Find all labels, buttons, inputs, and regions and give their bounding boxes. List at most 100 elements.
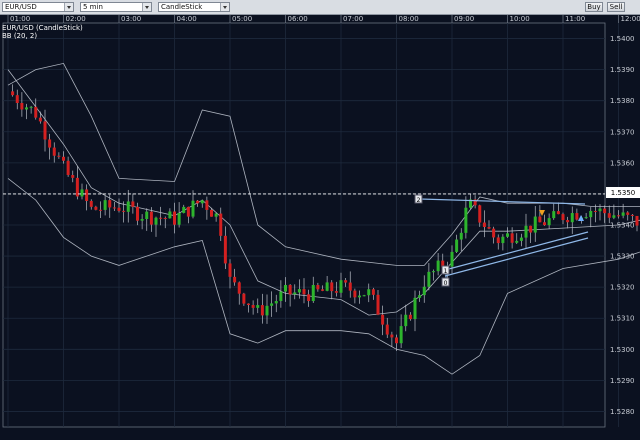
candle-body — [362, 295, 366, 297]
candle-body — [154, 217, 158, 225]
series-legend: EUR/USD (CandleStick) — [2, 24, 83, 32]
candle-body — [274, 301, 278, 304]
candle-body — [163, 217, 167, 219]
candle-body — [108, 200, 112, 208]
candle-body — [307, 294, 311, 302]
candle-body — [136, 206, 139, 221]
candle-body — [464, 207, 468, 233]
candle-body — [339, 280, 343, 293]
candle-body — [575, 213, 579, 220]
chevron-down-icon[interactable] — [142, 3, 151, 11]
candle-body — [196, 200, 200, 204]
candle-body — [80, 189, 84, 197]
candle-body — [149, 211, 153, 225]
candle-body — [38, 117, 42, 122]
candle-body — [34, 106, 38, 118]
x-tick-label: 02:00 — [66, 15, 86, 23]
candle-body — [131, 201, 135, 207]
candle-body — [371, 289, 375, 295]
candle-body — [584, 217, 588, 219]
x-tick-label: 08:00 — [399, 15, 419, 23]
candle-body — [381, 314, 385, 325]
interval-select[interactable]: 5 min — [80, 2, 152, 12]
x-axis: 01:00 02:00 03:00 04:00 05:00 06:00 07:00 08:00… — [7, 14, 640, 23]
candle-body — [547, 218, 551, 226]
candle-body — [330, 282, 334, 292]
candle-body — [11, 91, 15, 96]
candle-body — [450, 251, 454, 267]
candle-body — [297, 289, 301, 293]
buy-button[interactable]: Buy — [585, 2, 603, 12]
upper-trendline[interactable] — [419, 198, 586, 205]
candle-body — [168, 211, 172, 219]
candle-body — [279, 291, 283, 302]
candle-body — [385, 324, 389, 335]
y-tick-label: 1.5320 — [610, 284, 635, 292]
lower-trendline-1[interactable] — [444, 231, 589, 271]
y-tick-label: 1.5340 — [610, 222, 635, 230]
marker-box-2 — [414, 194, 423, 204]
candle-body — [117, 207, 121, 211]
y-tick-label: 1.5290 — [610, 377, 635, 385]
candle-body — [506, 233, 509, 237]
candle-body — [612, 215, 616, 218]
candle-body — [376, 294, 380, 315]
candle-body — [478, 205, 482, 223]
candle-body — [284, 284, 287, 292]
x-tick-label: 10:00 — [510, 15, 530, 23]
candle-body — [228, 263, 232, 277]
chart-toolbar: EUR/USD 5 min CandleStick Buy Sell — [0, 0, 640, 15]
candle-body — [62, 156, 65, 161]
candle-body — [89, 200, 93, 207]
candle-body — [399, 326, 403, 344]
candle-body — [52, 147, 56, 156]
chart-type-select[interactable]: CandleStick — [158, 2, 230, 12]
pattern-arrow-marker — [539, 210, 545, 216]
candle-body — [270, 303, 274, 306]
up-arrow-marker — [578, 215, 584, 221]
candle-body — [617, 215, 620, 217]
candle-body — [145, 211, 149, 219]
candle-body — [205, 200, 209, 210]
lower-trendline-2[interactable] — [444, 237, 589, 277]
candle-body — [288, 284, 292, 295]
candle-body — [367, 289, 371, 296]
y-tick-label: 1.5330 — [610, 253, 635, 261]
candle-body — [29, 106, 33, 108]
candle-body — [99, 209, 102, 211]
x-tick-label: 04:00 — [177, 15, 197, 23]
trendline-pattern[interactable] — [419, 198, 589, 282]
candle-body — [561, 214, 565, 221]
candle-body — [122, 210, 126, 212]
x-tick-label: 05:00 — [232, 15, 252, 23]
marker-box-0 — [441, 277, 450, 287]
candle-body — [321, 289, 324, 291]
candle-body — [15, 95, 19, 103]
candle-body — [85, 189, 89, 201]
symbol-select[interactable]: EUR/USD — [2, 2, 74, 12]
candle-body — [43, 121, 47, 140]
candle-body — [140, 218, 144, 221]
candle-body — [233, 276, 237, 283]
candle-body — [247, 303, 250, 306]
candle-body — [635, 215, 639, 226]
chevron-down-icon[interactable] — [64, 3, 73, 11]
candle-body — [482, 222, 486, 227]
chart-type-value: CandleStick — [161, 3, 203, 11]
candle-body — [436, 260, 440, 272]
current-price-label: 1.5350 — [611, 189, 636, 197]
bb-lower-line — [7, 178, 640, 375]
candle-body — [395, 337, 398, 344]
y-axis: 1.5400 1.5390 1.5380 1.5370 1.5360 1.5350 1.53… — [610, 35, 635, 416]
candle-body — [260, 305, 264, 316]
candle-body — [427, 271, 431, 287]
candle-body — [519, 237, 523, 241]
candle-body — [66, 160, 70, 175]
indicator-legend: BB (20, 2) — [2, 32, 38, 40]
candle-body — [265, 305, 269, 316]
chevron-down-icon[interactable] — [220, 3, 229, 11]
candle-body — [390, 334, 394, 338]
candle-body — [344, 280, 348, 283]
sell-button[interactable]: Sell — [607, 2, 625, 12]
